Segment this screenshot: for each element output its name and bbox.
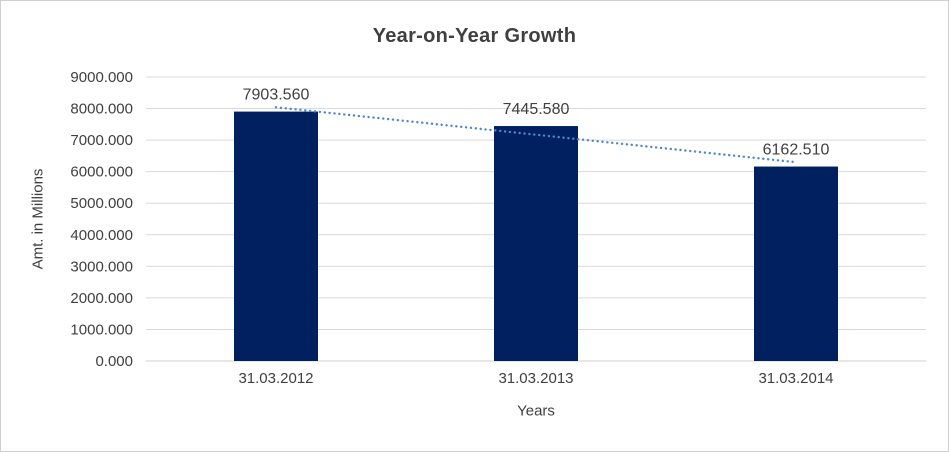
y-tick-label: 8000.000 <box>70 101 133 118</box>
trendline <box>274 106 798 164</box>
chart-title: Year-on-Year Growth <box>372 25 577 47</box>
y-axis-title: Amt. in Millions <box>29 168 47 270</box>
x-tick-label: 31.03.2012 <box>238 370 313 387</box>
y-tick-label: 3000.000 <box>70 258 133 275</box>
y-tick-label: 0.000 <box>95 353 133 370</box>
x-tick-label: 31.03.2013 <box>498 370 573 387</box>
y-tick-label: 2000.000 <box>70 290 133 307</box>
y-tick-label: 6000.000 <box>70 164 133 181</box>
data-label: 6162.510 <box>763 142 830 159</box>
y-tick-label: 1000.000 <box>70 321 133 338</box>
bar-31.03.2012 <box>234 111 318 361</box>
y-tick-label: 9000.000 <box>70 69 133 86</box>
y-tick-label: 4000.000 <box>70 227 133 244</box>
data-label: 7445.580 <box>503 101 570 118</box>
y-tick-label: 5000.000 <box>70 195 133 212</box>
bar-31.03.2014 <box>754 166 838 361</box>
x-axis-title: Years <box>517 402 555 420</box>
x-tick-label: 31.03.2014 <box>758 370 833 387</box>
y-tick-label: 7000.000 <box>70 132 133 149</box>
data-label: 7903.560 <box>243 87 310 104</box>
bar-31.03.2013 <box>494 126 578 361</box>
